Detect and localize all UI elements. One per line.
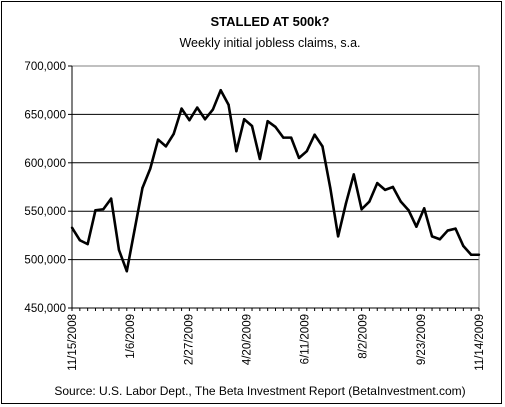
data-point [266,119,269,123]
data-point [391,185,395,189]
data-point [469,253,473,256]
data-point [172,132,175,135]
x-tick-label: 11/14/2009 [474,314,486,371]
data-point [109,197,113,200]
data-point [203,118,207,121]
chart-title: STALLED AT 500k? [211,14,330,29]
data-point [399,200,402,203]
data-point [352,173,355,176]
y-tick-label: 450,000 [24,303,66,315]
y-tick-label: 600,000 [24,158,66,170]
data-point [125,270,128,273]
data-point [156,138,160,141]
data-point [305,149,309,153]
data-point [360,208,363,211]
data-point [477,253,481,256]
x-tick-label: 9/23/2009 [416,314,428,365]
plot-area [71,65,480,309]
chart-source: Source: U.S. Labor Dept., The Beta Inves… [54,384,465,398]
data-point [438,238,442,241]
data-point [289,136,293,139]
data-point [454,227,457,230]
data-point [329,186,332,190]
data-point [383,188,387,192]
data-point [282,136,285,139]
data-point [297,156,301,160]
data-point [227,103,230,106]
data-point [274,125,277,129]
data-point [188,119,191,122]
data-point [149,167,152,170]
data-point [368,200,371,203]
data-point [415,225,418,228]
y-tick-label: 500,000 [24,255,66,267]
x-tick-label: 8/2/2009 [358,314,370,359]
data-point [180,107,183,110]
x-tick-label: 4/20/2009 [241,314,253,365]
data-point [250,124,254,128]
data-point [78,239,82,242]
data-point [219,89,222,92]
y-tick-label: 550,000 [24,206,66,218]
data-point [86,242,89,246]
data-point [313,133,316,136]
data-point [164,145,168,148]
data-point [196,106,199,109]
data-point [258,157,262,161]
data-point [446,229,449,232]
data-point [70,226,74,229]
data-point [133,228,136,231]
data-point [141,186,144,190]
data-point [462,244,465,248]
chart-subtitle: Weekly initial jobless claims, s.a. [179,36,360,50]
data-point [117,248,121,252]
x-tick-label: 2/27/2009 [183,314,195,365]
x-tick-label: 6/11/2009 [300,314,312,364]
data-point [235,149,238,153]
data-point [321,145,324,148]
y-tick-label: 700,000 [24,61,66,73]
data-point [423,207,426,210]
data-point [376,181,379,185]
data-point [102,208,105,211]
data-point [344,202,348,205]
data-point [430,235,434,238]
data-point [336,235,340,238]
x-tick-label: 11/15/2008 [67,314,79,371]
series-line [70,88,479,273]
data-point [94,209,97,212]
data-point [211,108,215,111]
x-tick-label: 1/6/2009 [125,314,137,359]
data-point [242,118,246,121]
y-tick-label: 650,000 [24,109,66,121]
data-point [407,209,410,212]
